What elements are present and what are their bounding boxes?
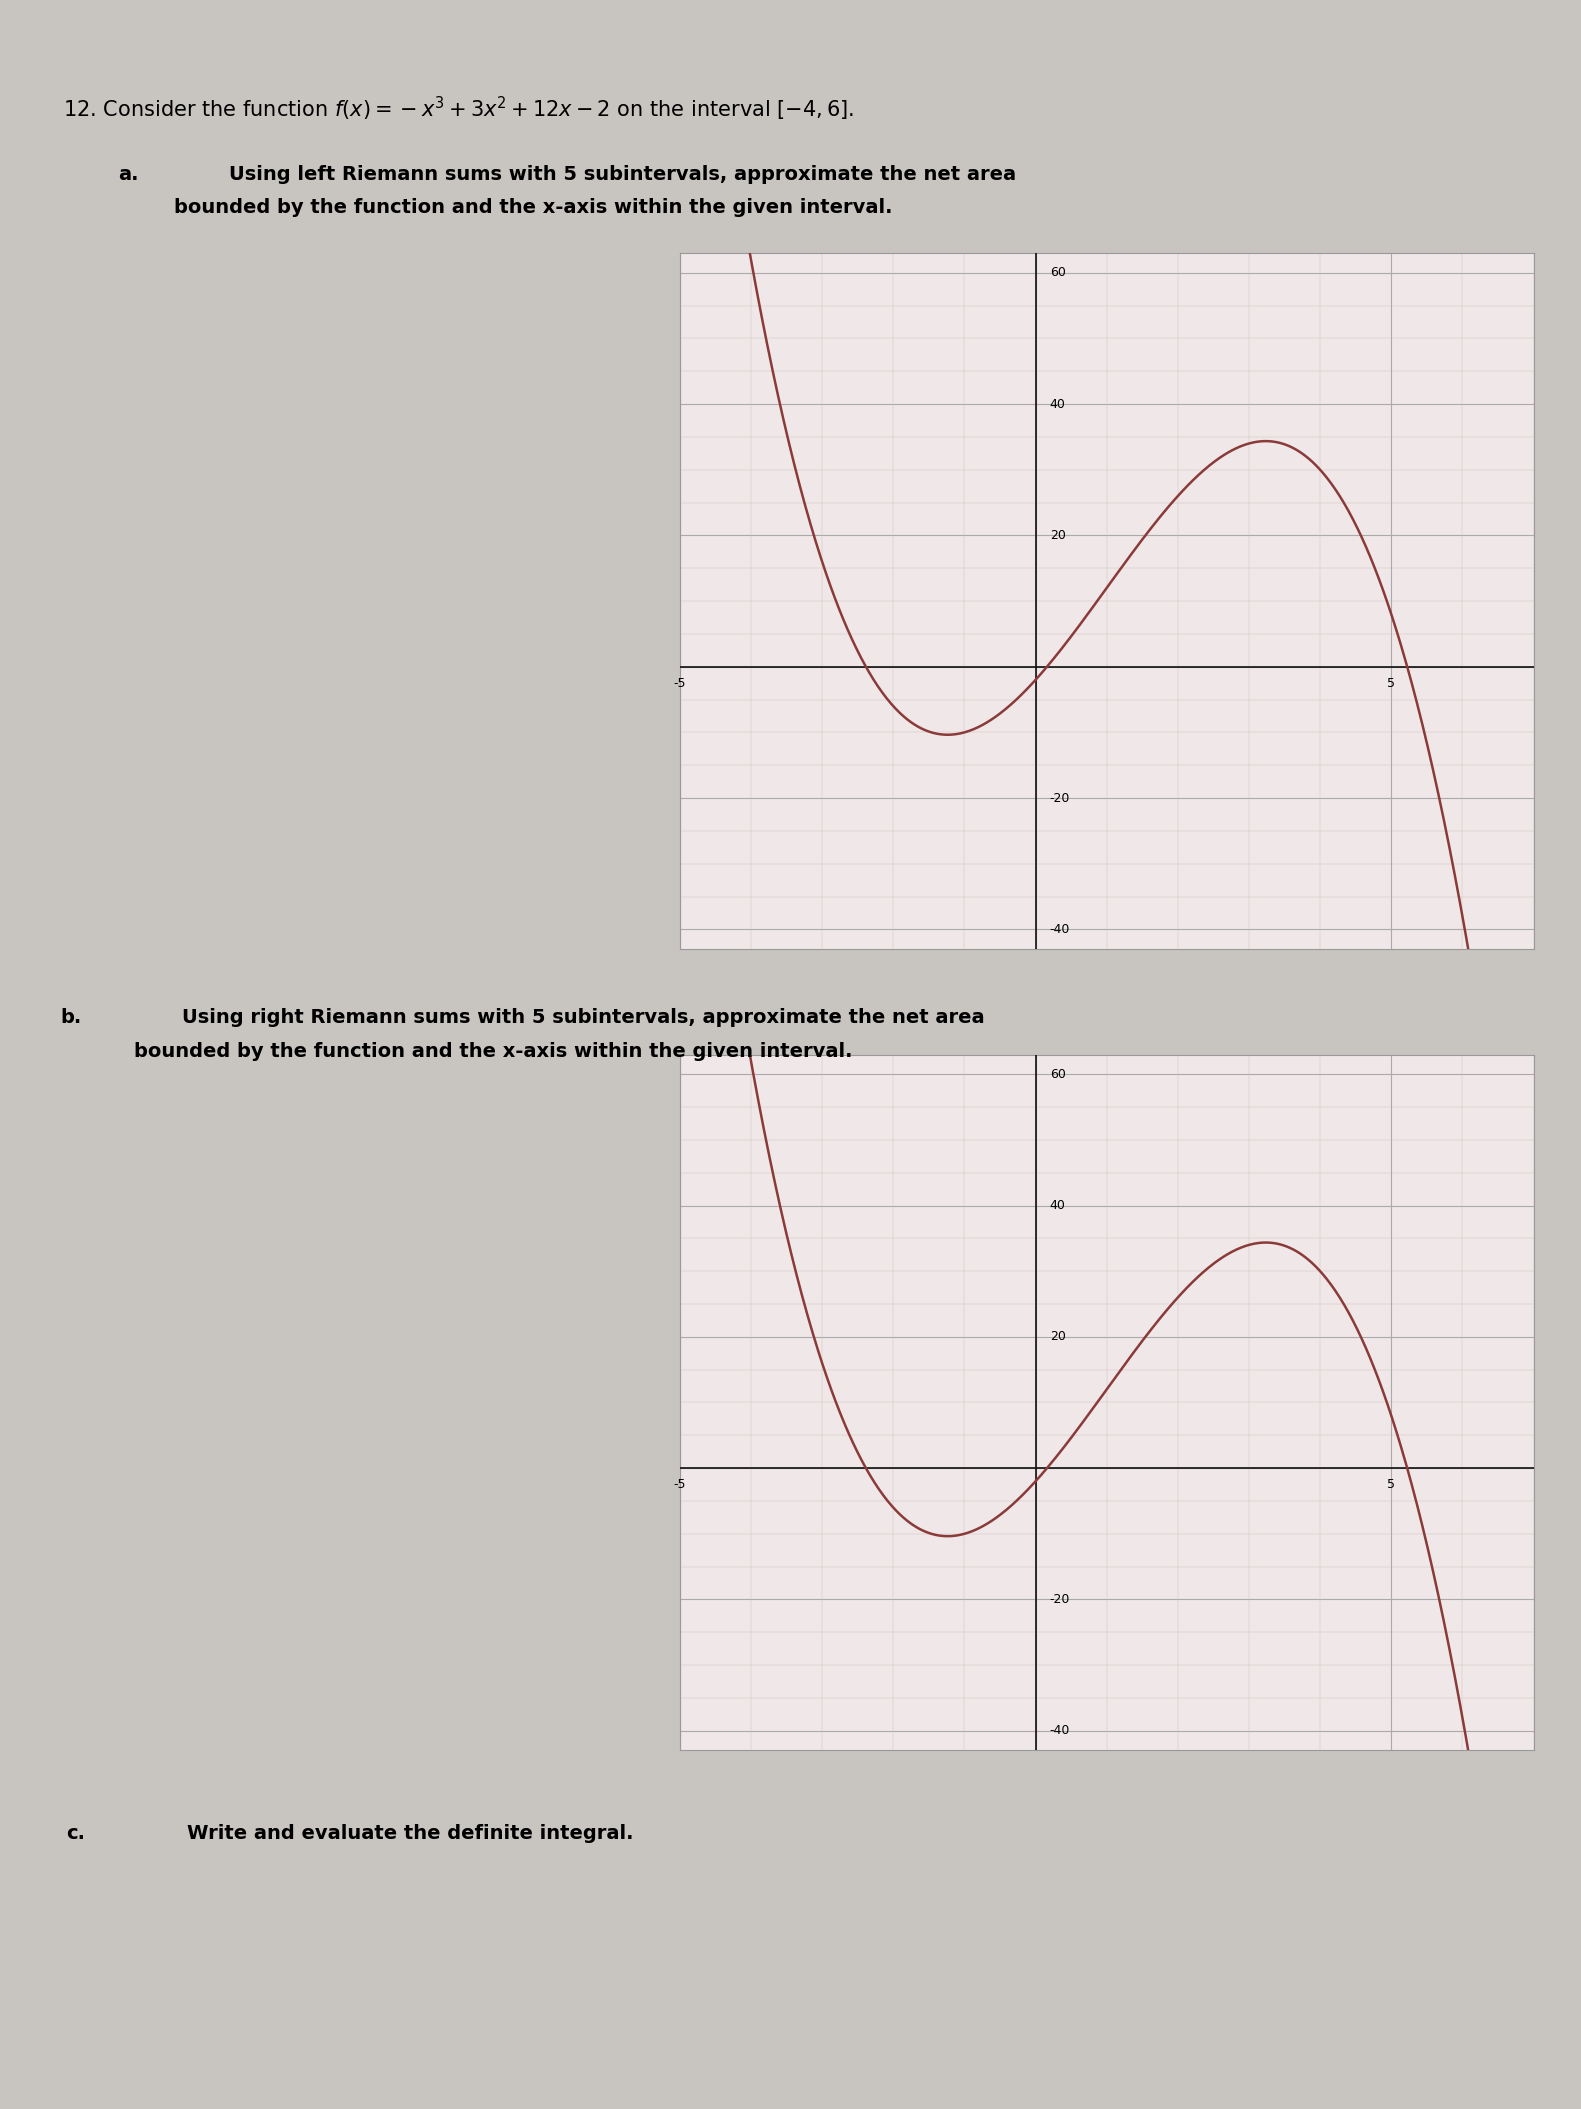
Text: 20: 20 — [1050, 1331, 1066, 1343]
Text: bounded by the function and the x-axis within the given interval.: bounded by the function and the x-axis w… — [134, 1042, 852, 1061]
Text: 60: 60 — [1050, 266, 1066, 278]
Text: 40: 40 — [1050, 1200, 1066, 1213]
Text: -40: -40 — [1050, 1725, 1070, 1738]
Text: 5: 5 — [1387, 1478, 1396, 1491]
Text: bounded by the function and the x-axis within the given interval.: bounded by the function and the x-axis w… — [174, 198, 892, 217]
Text: 12. Consider the function $f(x) = -x^3 + 3x^2 + 12x - 2$ on the interval $[-4,6]: 12. Consider the function $f(x) = -x^3 +… — [63, 95, 854, 122]
Text: b.: b. — [60, 1008, 81, 1027]
Text: 5: 5 — [1387, 677, 1396, 690]
Text: Using left Riemann sums with 5 subintervals, approximate the net area: Using left Riemann sums with 5 subinterv… — [229, 165, 1017, 183]
Text: Using right Riemann sums with 5 subintervals, approximate the net area: Using right Riemann sums with 5 subinter… — [182, 1008, 985, 1027]
Text: -40: -40 — [1050, 924, 1070, 936]
Text: -5: -5 — [674, 677, 686, 690]
Text: 40: 40 — [1050, 399, 1066, 411]
Text: -20: -20 — [1050, 791, 1070, 804]
Text: a.: a. — [119, 165, 139, 183]
Text: -20: -20 — [1050, 1592, 1070, 1605]
Text: 60: 60 — [1050, 1067, 1066, 1080]
Text: 20: 20 — [1050, 529, 1066, 542]
Text: c.: c. — [66, 1824, 85, 1843]
Text: Write and evaluate the definite integral.: Write and evaluate the definite integral… — [187, 1824, 632, 1843]
Text: -5: -5 — [674, 1478, 686, 1491]
